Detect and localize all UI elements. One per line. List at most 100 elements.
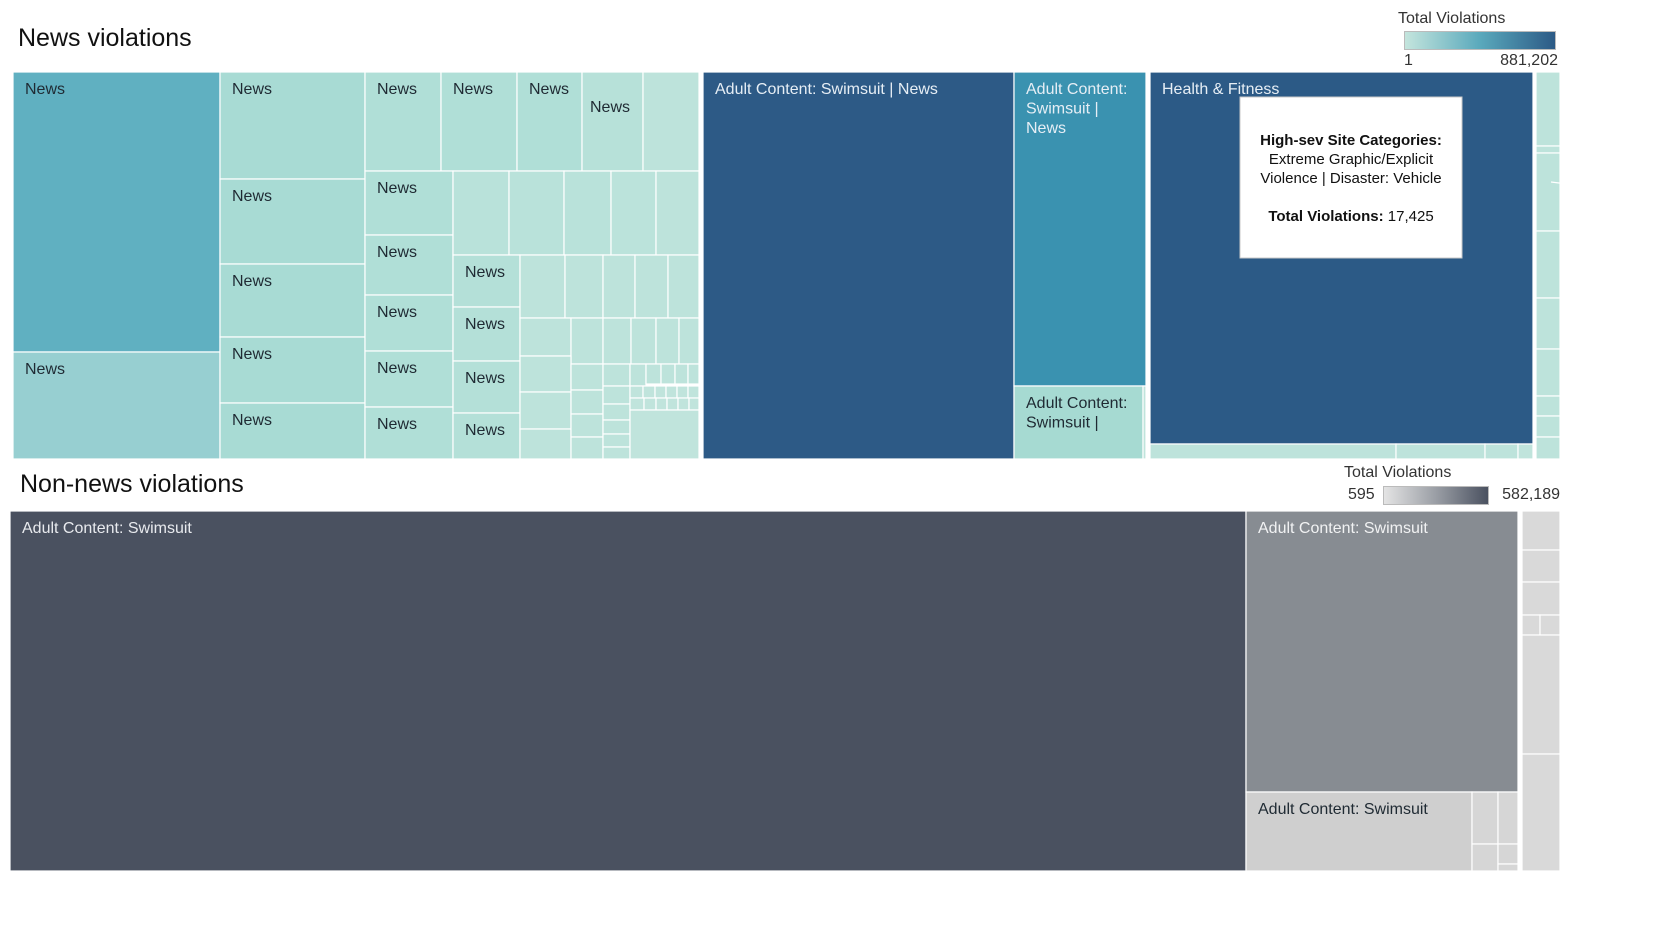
nonnews-tile-7[interactable] xyxy=(1497,863,1519,872)
news-tile-35[interactable] xyxy=(655,317,680,365)
news-tile-42[interactable] xyxy=(570,413,604,438)
nonnews-tile-10[interactable] xyxy=(1521,581,1561,616)
news-tile-28[interactable] xyxy=(602,254,636,319)
news-tile-12[interactable] xyxy=(364,170,454,236)
news-tile-2[interactable] xyxy=(219,71,366,180)
news-tile-23[interactable] xyxy=(452,306,521,362)
news-tile-31[interactable] xyxy=(519,317,572,357)
news-tile-1[interactable] xyxy=(12,351,221,460)
nonnews-tile-2[interactable] xyxy=(1245,791,1473,872)
news-tile-84[interactable] xyxy=(1535,415,1561,438)
news-tile-32[interactable] xyxy=(570,317,604,365)
news-tile-37[interactable] xyxy=(519,355,572,393)
news-tile-64[interactable] xyxy=(666,397,679,411)
news-tile-43[interactable] xyxy=(570,436,604,460)
news-tile-85[interactable] xyxy=(1535,436,1561,460)
news-tile-80[interactable] xyxy=(1535,230,1561,299)
news-tile-70[interactable] xyxy=(1013,385,1144,460)
news-tile-49[interactable] xyxy=(687,363,700,385)
news-tile-51[interactable] xyxy=(602,403,631,421)
news-tile-8[interactable] xyxy=(440,71,518,172)
news-tile-22[interactable] xyxy=(452,254,521,308)
nonnews-tile-8[interactable] xyxy=(1521,510,1561,551)
nonnews-tile-4[interactable] xyxy=(1497,791,1519,845)
news-tile-78[interactable] xyxy=(1535,145,1561,154)
news-tile-55[interactable] xyxy=(629,385,644,399)
news-tile-81[interactable] xyxy=(1535,297,1561,350)
news-tile-46[interactable] xyxy=(645,363,662,385)
news-tile-26[interactable] xyxy=(519,254,566,319)
nonnews-tile-3[interactable] xyxy=(1471,791,1499,845)
nonnews-legend-gradient-bar xyxy=(1383,486,1489,505)
nonnews-tile-14[interactable] xyxy=(1521,753,1561,872)
nonnews-tile-6[interactable] xyxy=(1497,843,1519,865)
nonnews-tile-0[interactable] xyxy=(9,510,1247,872)
news-tile-47[interactable] xyxy=(660,363,676,385)
news-tile-59[interactable] xyxy=(676,385,689,399)
news-tile-34[interactable] xyxy=(630,317,657,365)
news-tile-74[interactable] xyxy=(1395,443,1486,460)
news-tile-50[interactable] xyxy=(602,385,631,405)
nonnews-tile-9[interactable] xyxy=(1521,549,1561,583)
news-tile-83[interactable] xyxy=(1535,395,1561,417)
news-tile-9[interactable] xyxy=(516,71,583,172)
news-tile-44[interactable] xyxy=(602,363,631,387)
news-tile-53[interactable] xyxy=(602,433,631,448)
news-tile-18[interactable] xyxy=(508,170,565,256)
news-tile-38[interactable] xyxy=(519,391,572,430)
news-tile-76[interactable] xyxy=(1517,443,1534,460)
news-tile-36[interactable] xyxy=(678,317,700,365)
news-tile-10[interactable] xyxy=(581,71,644,172)
news-tile-7[interactable] xyxy=(364,71,442,172)
news-tile-48[interactable] xyxy=(674,363,689,385)
news-tile-71[interactable] xyxy=(1142,385,1147,460)
news-tile-0[interactable] xyxy=(12,71,221,353)
news-tile-67[interactable] xyxy=(629,409,700,460)
news-tile-3[interactable] xyxy=(219,178,366,265)
news-tile-17[interactable] xyxy=(452,170,510,256)
news-tile-69[interactable] xyxy=(1013,71,1147,387)
news-tile-65[interactable] xyxy=(677,397,690,411)
news-tile-82[interactable] xyxy=(1535,348,1561,397)
news-tile-68[interactable] xyxy=(702,71,1015,460)
news-tile-30[interactable] xyxy=(667,254,700,319)
news-tile-41[interactable] xyxy=(570,389,604,415)
news-tile-40[interactable] xyxy=(570,363,604,391)
news-tile-62[interactable] xyxy=(643,397,657,411)
news-tile-14[interactable] xyxy=(364,294,454,352)
nonnews-tile-13[interactable] xyxy=(1521,634,1561,755)
news-tile-11[interactable] xyxy=(642,71,700,172)
news-tile-79[interactable] xyxy=(1535,152,1561,232)
news-tile-66[interactable] xyxy=(688,397,700,411)
news-tile-75[interactable] xyxy=(1484,443,1519,460)
news-tile-15[interactable] xyxy=(364,350,454,408)
news-tile-52[interactable] xyxy=(602,419,631,435)
news-tile-61[interactable] xyxy=(629,397,645,411)
news-tile-63[interactable] xyxy=(655,397,668,411)
news-tile-39[interactable] xyxy=(519,428,572,460)
news-tile-5[interactable] xyxy=(219,336,366,404)
nonnews-legend-min: 595 xyxy=(1348,486,1375,503)
news-tile-20[interactable] xyxy=(610,170,657,256)
nonnews-tile-5[interactable] xyxy=(1471,843,1499,872)
news-tile-56[interactable] xyxy=(642,385,656,399)
news-tile-19[interactable] xyxy=(563,170,612,256)
news-tile-54[interactable] xyxy=(602,446,631,460)
news-tile-21[interactable] xyxy=(655,170,700,256)
news-tile-25[interactable] xyxy=(452,412,521,460)
news-tile-77[interactable] xyxy=(1535,71,1561,147)
news-tile-73[interactable] xyxy=(1149,443,1397,460)
news-tile-57[interactable] xyxy=(654,385,667,399)
news-tile-60[interactable] xyxy=(687,385,700,399)
news-tile-45[interactable] xyxy=(629,363,647,387)
news-tile-29[interactable] xyxy=(634,254,669,319)
news-tile-24[interactable] xyxy=(452,360,521,414)
news-tile-16[interactable] xyxy=(364,406,454,460)
nonnews-tile-1[interactable] xyxy=(1245,510,1519,793)
news-tile-58[interactable] xyxy=(665,385,678,399)
nonnews-tile-12[interactable] xyxy=(1539,614,1561,636)
news-tile-27[interactable] xyxy=(564,254,604,319)
nonnews-tile-11[interactable] xyxy=(1521,614,1541,636)
news-tile-33[interactable] xyxy=(602,317,632,365)
news-tile-4[interactable] xyxy=(219,263,366,338)
